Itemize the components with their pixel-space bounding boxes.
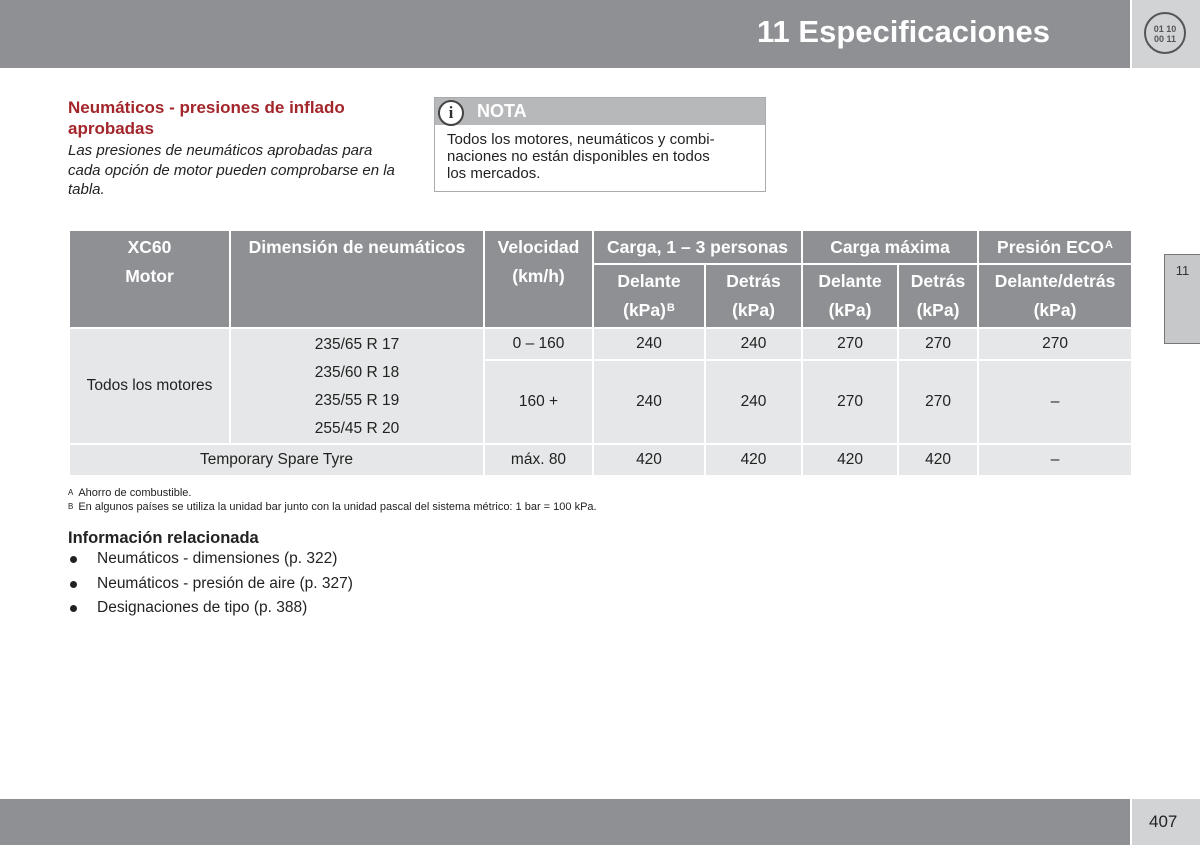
header-rear-label: Detrás	[726, 271, 781, 291]
header-tire-size: Dimensión de neumáticos	[229, 229, 485, 329]
header-unit: (kPa)	[916, 300, 960, 320]
value-cell: 240	[592, 359, 706, 445]
chapter-icon-line1: 01 10	[1153, 24, 1177, 34]
header-unit-footnote: B	[666, 302, 675, 314]
speed-cell: máx. 80	[483, 443, 594, 477]
value-cell: –	[977, 359, 1134, 445]
footnote-text: Ahorro de combustible.	[78, 487, 192, 499]
header-unit: (kPa)	[1033, 300, 1077, 320]
header-load-max: Carga máxima	[801, 229, 980, 265]
header-eco-footnote: A	[1105, 239, 1113, 251]
note-text: Todos los motores, neumáticos y combi­na…	[447, 131, 715, 182]
header-engine: Motor	[125, 266, 174, 286]
footnote: A Ahorro de combustible.	[68, 486, 597, 500]
value-cell: 240	[592, 327, 706, 361]
header-normal-front: Delante (kPa)B	[592, 263, 706, 329]
header-unit: (kPa)	[732, 300, 775, 320]
header-eco: Presión ECOA	[977, 229, 1134, 265]
header-model-engine: XC60 Motor	[68, 229, 231, 329]
header-rear-label: Detrás	[910, 271, 966, 291]
page-header: 11 Especificaciones	[0, 0, 1130, 68]
value-cell: –	[977, 443, 1134, 477]
engine-cell: Todos los motores	[68, 327, 231, 445]
value-cell: 270	[977, 327, 1134, 361]
footnote-key: A	[68, 488, 74, 497]
header-eco-label: Presión ECO	[997, 237, 1105, 257]
bullet-icon	[70, 556, 77, 563]
bullet-icon	[70, 605, 77, 612]
value-cell: 270	[801, 327, 900, 361]
footnote-text: En algunos países se utiliza la unidad b…	[78, 501, 597, 513]
section-title: Neumáticos - presiones de inflado aproba…	[68, 98, 345, 138]
chapter-title: 11 Especificaciones	[757, 14, 1050, 49]
chapter-icon: 01 10 00 11	[1144, 12, 1186, 54]
chapter-tab: 01 10 00 11	[1132, 0, 1200, 68]
header-eco-front-rear: Delante/detrás (kPa)	[977, 263, 1134, 329]
header-unit: (kPa)	[623, 300, 666, 320]
header-speed: Velocidad (km/h)	[483, 229, 594, 329]
chapter-side-tab[interactable]: 11	[1164, 254, 1200, 344]
header-speed-label: Velocidad	[497, 237, 580, 257]
header-front-label: Delante	[818, 271, 882, 291]
chapter-icon-line2: 00 11	[1153, 34, 1177, 44]
footnote: B En algunos países se utiliza la unidad …	[68, 500, 597, 514]
related-link-text: Neumáticos - presión de aire (p. 327)	[97, 574, 353, 592]
header-front-rear-label: Delante/detrás	[994, 271, 1116, 291]
footnotes: A Ahorro de combustible. B En algunos país…	[68, 486, 597, 514]
header-unit: (kPa)	[828, 300, 872, 320]
header-max-front: Delante (kPa)	[801, 263, 900, 329]
header-front-label: Delante	[617, 271, 681, 291]
related-info-list: Neumáticos - dimensiones (p. 322) Neumát…	[68, 547, 353, 621]
header-load-normal: Carga, 1 – 3 personas	[591, 229, 804, 265]
related-link[interactable]: Neumáticos - dimensiones (p. 322)	[68, 547, 353, 572]
value-cell: 270	[897, 359, 980, 445]
related-link-text: Neumáticos - dimensiones (p. 322)	[97, 550, 338, 567]
tire-size-item: 235/65 R 17	[314, 336, 400, 353]
value-cell: 240	[703, 327, 804, 361]
page-number: 407	[1149, 812, 1178, 831]
side-tab-label: 11	[1175, 263, 1190, 278]
note-box: i NOTA Todos los motores, neumáticos y c…	[434, 97, 766, 192]
related-link[interactable]: Neumáticos - presión de aire (p. 327)	[68, 572, 353, 597]
bullet-icon	[70, 580, 77, 588]
tire-pressure-table: XC60 Motor Dimensión de neumáticos Veloc…	[68, 229, 1134, 477]
related-link[interactable]: Designaciones de tipo (p. 388)	[68, 596, 353, 621]
tire-size-item: 235/55 R 19	[314, 392, 400, 409]
tire-size-item: 235/60 R 18	[314, 364, 400, 381]
page-number-tab	[1132, 799, 1200, 845]
tire-size-item: 255/45 R 20	[314, 420, 400, 437]
value-cell: 270	[801, 359, 900, 445]
speed-cell: 0 – 160	[483, 327, 594, 361]
value-cell: 270	[897, 327, 980, 361]
value-cell: 240	[703, 359, 804, 445]
value-cell: 420	[801, 443, 900, 477]
note-header: i NOTA	[435, 98, 765, 126]
header-normal-rear: Detrás (kPa)	[703, 263, 804, 329]
page-footer	[0, 799, 1130, 845]
value-cell: 420	[703, 443, 804, 477]
related-info-title: Información relacionada	[68, 529, 259, 547]
footnote-key: B	[68, 502, 74, 511]
section-intro: Las presiones de neumáticos aprobadas pa…	[68, 142, 395, 198]
speed-cell: 160 +	[483, 359, 594, 445]
value-cell: 420	[592, 443, 706, 477]
value-cell: 420	[897, 443, 980, 477]
spare-tyre-cell: Temporary Spare Tyre	[68, 443, 485, 477]
tire-sizes-cell: 235/65 R 17 235/60 R 18 235/55 R 19 255/…	[229, 327, 485, 445]
header-unit-kpa-b: (kPa)B	[594, 296, 704, 325]
header-model: XC60	[127, 237, 172, 257]
header-speed-unit: (km/h)	[512, 266, 565, 286]
related-link-text: Designaciones de tipo (p. 388)	[97, 599, 308, 616]
header-max-rear: Detrás (kPa)	[897, 263, 980, 329]
note-label: NOTA	[477, 101, 527, 121]
info-icon: i	[438, 100, 464, 126]
